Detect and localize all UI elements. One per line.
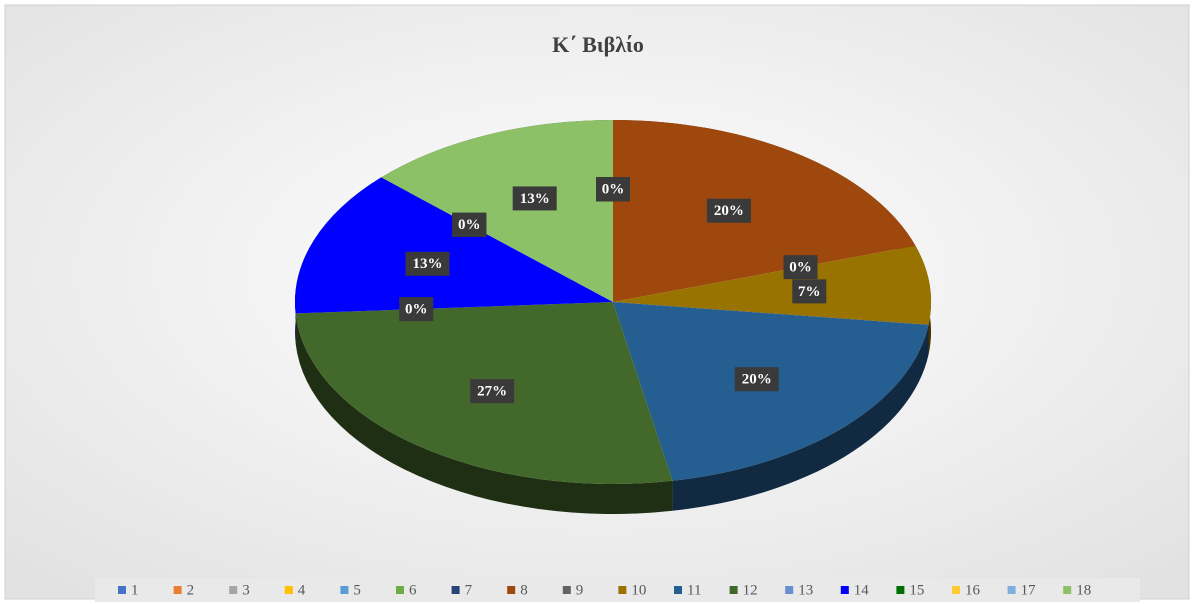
pie-side: [672, 324, 929, 511]
legend: 1 2 3 4 5 6 7 8 9 10 11 12 13 14 15 16 17 18: [118, 582, 1091, 598]
legend-label: 15: [909, 582, 924, 598]
legend-label: 12: [743, 582, 758, 598]
legend-label: 13: [798, 582, 813, 598]
legend-label: 1: [131, 582, 139, 598]
legend-label: 11: [687, 582, 701, 598]
data-label-bg: [405, 251, 450, 276]
legend-label: 2: [187, 582, 195, 598]
data-label: 0%: [789, 260, 812, 276]
legend-label: 7: [465, 582, 473, 598]
data-label: 20%: [714, 203, 744, 219]
legend-swatch: [396, 586, 404, 594]
chart-title: Κ΄ Βιβλίο: [552, 32, 644, 57]
legend-swatch: [1007, 586, 1016, 594]
data-label-bg: [452, 212, 487, 237]
data-label: 7%: [798, 284, 821, 300]
legend-label: 18: [1076, 582, 1091, 598]
legend-label: 16: [965, 582, 981, 598]
legend-swatch: [284, 586, 293, 594]
legend-swatch: [618, 586, 627, 594]
pie-tops: [295, 120, 932, 484]
legend-swatch: [952, 586, 960, 594]
data-label: 13%: [520, 191, 550, 207]
legend-box: [95, 578, 1140, 602]
legend-swatch: [562, 586, 571, 594]
legend-swatch: [840, 586, 849, 594]
data-label-bg: [399, 297, 434, 322]
data-label: 0%: [458, 217, 481, 233]
data-label-bg: [734, 367, 779, 392]
data-label-bg: [596, 177, 630, 202]
pie-slice: [613, 120, 916, 302]
legend-swatch: [173, 586, 182, 594]
data-label: 13%: [412, 256, 442, 272]
legend-label: 3: [242, 582, 250, 598]
legend-swatch: [1063, 586, 1072, 594]
legend-swatch: [507, 586, 516, 594]
pie-side: [295, 313, 673, 514]
data-label: 0%: [602, 182, 625, 198]
legend-label: 4: [298, 582, 306, 598]
legend-label: 17: [1021, 582, 1037, 598]
pie-slice: [613, 302, 929, 481]
data-label-bg: [792, 279, 827, 304]
legend-swatch: [451, 586, 460, 594]
data-label-bg: [512, 186, 557, 211]
legend-label: 10: [631, 582, 646, 598]
legend-swatch: [340, 586, 349, 594]
data-label: 0%: [405, 302, 428, 318]
legend-label: 5: [353, 582, 361, 598]
data-label: 20%: [742, 372, 772, 388]
legend-swatch: [118, 586, 126, 594]
legend-label: 8: [520, 582, 528, 598]
legend-swatch: [785, 586, 794, 594]
data-label-bg: [706, 198, 751, 223]
data-label-bg: [470, 379, 515, 404]
data-label: 27%: [477, 384, 507, 400]
legend-label: 9: [576, 582, 584, 598]
data-label-bg: [783, 255, 818, 280]
pie-slice: [295, 177, 613, 314]
legend-swatch: [674, 586, 682, 594]
legend-swatch: [729, 586, 738, 594]
data-labels: 0%0%0%0%0%0%0%20%0%7%20%27%0%13%0%0%0%13…: [399, 177, 827, 404]
legend-swatch: [229, 586, 238, 594]
legend-swatch: [896, 586, 905, 594]
legend-label: 6: [409, 582, 417, 598]
pie-slice: [613, 245, 932, 325]
legend-label: 14: [854, 582, 870, 598]
pie-slice: [381, 120, 613, 302]
